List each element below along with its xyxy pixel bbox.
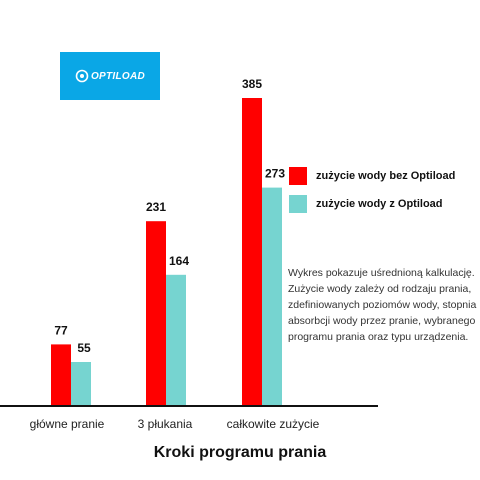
bar-with-optiload: [71, 362, 91, 406]
bar-value-label: 385: [242, 77, 262, 91]
x-tick-label: całkowite zużycie: [227, 417, 320, 431]
legend-label: zużycie wody z Optiload: [316, 198, 443, 210]
legend-swatch-red: [289, 167, 307, 185]
chart-legend: zużycie wody bez Optiload zużycie wody z…: [289, 166, 455, 222]
optiload-logo-text: OPTILOAD: [90, 70, 146, 82]
bar-value-label: 77: [54, 323, 68, 337]
legend-item-without-optiload: zużycie wody bez Optiload: [289, 166, 455, 186]
optiload-logo-icon: [75, 69, 89, 83]
chart-note: Wykres pokazuje uśrednioną kalkulację. Z…: [288, 267, 477, 343]
x-tick-label: główne pranie: [30, 417, 105, 431]
bar-value-label: 164: [169, 254, 189, 268]
x-tick-label: 3 płukania: [138, 417, 193, 431]
optiload-logo: OPTILOAD: [60, 52, 160, 100]
bar-value-label: 231: [146, 200, 166, 214]
bar-without-optiload: [146, 221, 166, 406]
bar-without-optiload: [242, 98, 262, 406]
x-axis-title: Kroki programu prania: [153, 444, 327, 461]
legend-swatch-teal: [289, 195, 307, 213]
bar-without-optiload: [51, 344, 71, 406]
bar-with-optiload: [262, 187, 282, 406]
legend-item-with-optiload: zużycie wody z Optiload: [289, 194, 455, 214]
bar-value-label: 55: [77, 341, 91, 355]
bar-value-label: 273: [265, 167, 285, 181]
legend-label: zużycie wody bez Optiload: [316, 170, 456, 182]
bar-with-optiload: [166, 274, 186, 406]
